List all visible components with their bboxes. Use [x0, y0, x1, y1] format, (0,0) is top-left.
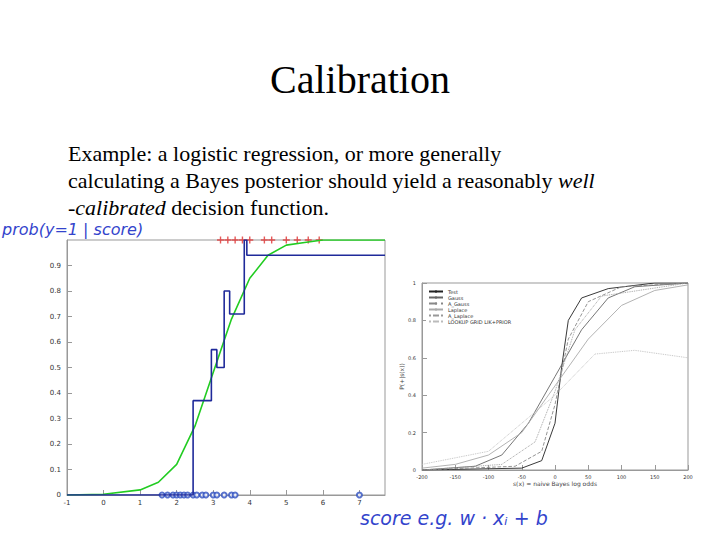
svg-text:4: 4 [248, 499, 253, 507]
svg-text:0.4: 0.4 [408, 392, 416, 398]
html-text:Calibration: Calibration [270, 57, 450, 102]
svg-text:0.6: 0.6 [50, 338, 62, 346]
svg-text:0: 0 [57, 491, 61, 499]
svg-text:P(+|s(x)): P(+|s(x)) [398, 363, 406, 390]
html-text:prob(y=1 | score): prob(y=1 | score) [2, 220, 144, 239]
svg-text:0.1: 0.1 [50, 466, 61, 474]
svg-text:1: 1 [413, 280, 416, 286]
svg-text:0: 0 [413, 467, 416, 473]
svg-text:100: 100 [617, 474, 627, 480]
svg-text:0.8: 0.8 [408, 317, 416, 323]
svg-text:Gauss: Gauss [448, 294, 464, 301]
svg-text:-150: -150 [450, 474, 461, 480]
svg-text:0.5: 0.5 [50, 364, 61, 372]
svg-text:3: 3 [211, 499, 215, 507]
svg-text:150: 150 [650, 474, 660, 480]
svg-text:0.3: 0.3 [50, 415, 61, 423]
svg-text:200: 200 [683, 474, 693, 480]
svg-text:LOOKUP GRID LIK+PRIOR: LOOKUP GRID LIK+PRIOR [448, 319, 512, 325]
svg-text:-1: -1 [64, 499, 71, 507]
svg-text:-200: -200 [416, 474, 427, 480]
html-text:score e.g. w · xᵢ + b: score e.g. w · xᵢ + b [360, 507, 548, 529]
svg-text:A_Gauss: A_Gauss [448, 300, 470, 307]
svg-text:0: 0 [553, 474, 556, 480]
html-text:-calibrated decision function.: -calibrated decision function. [68, 195, 329, 220]
svg-text:0.7: 0.7 [50, 313, 61, 321]
html-text:Example: a logistic regression: Example: a logistic regression, or more … [68, 141, 502, 166]
svg-text:0.2: 0.2 [408, 430, 416, 436]
svg-text:0.4: 0.4 [50, 389, 62, 397]
svg-text:-50: -50 [518, 474, 526, 480]
svg-text:50: 50 [585, 474, 591, 480]
svg-text:0: 0 [101, 499, 105, 507]
svg-text:1: 1 [138, 499, 142, 507]
svg-text:0.6: 0.6 [408, 355, 416, 361]
svg-text:Test: Test [448, 288, 458, 295]
svg-text:6: 6 [321, 499, 326, 507]
svg-text:5: 5 [284, 499, 288, 507]
svg-text:A_Laplace: A_Laplace [448, 312, 474, 319]
html-text:calculating a Bayes posterior: calculating a Bayes posterior should yie… [68, 168, 595, 193]
svg-text:0.9: 0.9 [50, 262, 61, 270]
svg-text:7: 7 [357, 499, 361, 507]
svg-text:Laplace: Laplace [448, 306, 468, 313]
svg-text:s(x) = naive Bayes log odds: s(x) = naive Bayes log odds [513, 480, 597, 488]
svg-text:2: 2 [174, 499, 178, 507]
svg-text:0.2: 0.2 [50, 440, 61, 448]
svg-text:-100: -100 [483, 474, 494, 480]
svg-text:0.8: 0.8 [50, 287, 61, 295]
